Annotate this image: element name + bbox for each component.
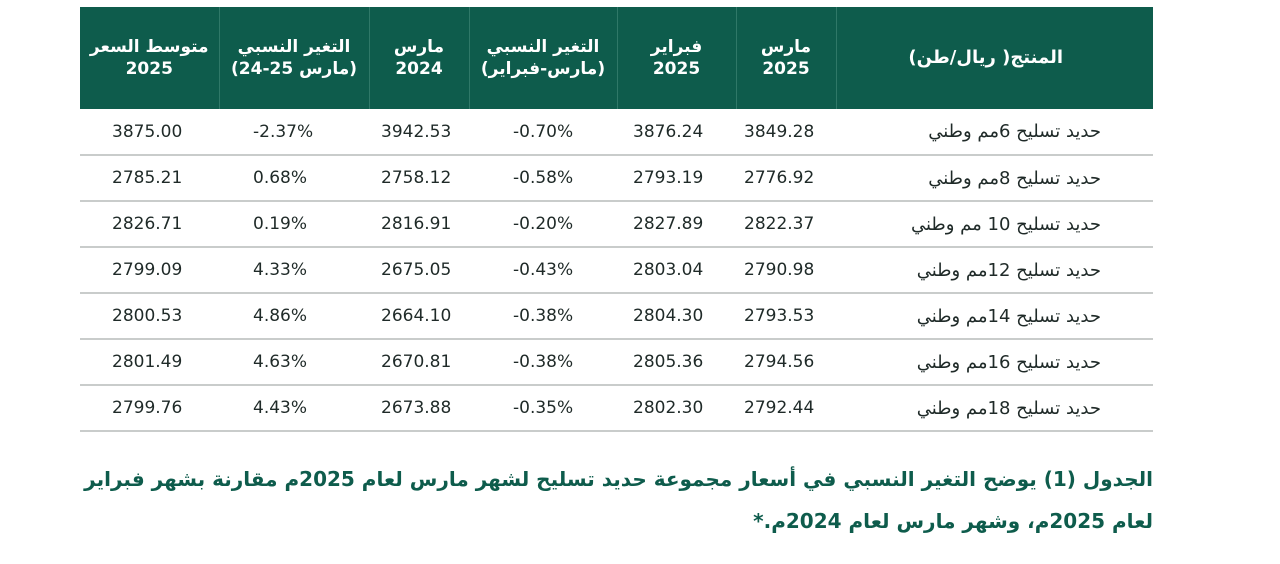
header-march-2024: مارس 2024 — [368, 7, 469, 109]
table-row: حديد تسليح 14مم وطني 2793.53 2804.30 -0.… — [80, 293, 1153, 339]
table-header: المنتج( ريال/طن) مارس 2025 فبراير 2025 ا… — [80, 7, 1153, 109]
cell-avg-price-2025: 2801.49 — [112, 352, 183, 372]
cell-march-2025: 2793.53 — [744, 306, 815, 326]
cell-feb-2025: 2802.30 — [633, 398, 704, 418]
cell-product: حديد تسليح 18مم وطني — [916, 397, 1101, 419]
table-body: حديد تسليح 6مم وطني 3849.28 3876.24 -0.7… — [80, 109, 1153, 431]
caption-line-1: الجدول (1) يوضح التغير النسبي في أسعار م… — [84, 467, 1153, 491]
cell-product: حديد تسليح 10 مم وطني — [911, 213, 1101, 235]
cell-march-2024: 2816.91 — [381, 214, 452, 234]
header-product: المنتج( ريال/طن) — [835, 7, 1153, 109]
cell-march-2025: 2792.44 — [744, 398, 815, 418]
cell-march-2024: 2758.12 — [381, 168, 452, 188]
table-row: حديد تسليح 12مم وطني 2790.98 2803.04 -0.… — [80, 247, 1153, 293]
cell-change-mar-25-24: 4.43% — [253, 398, 308, 418]
caption-line-2: لعام 2025م، وشهر مارس لعام 2024م.* — [753, 509, 1153, 533]
cell-change-mar-25-24: 4.86% — [253, 306, 308, 326]
cell-march-2025: 2790.98 — [744, 260, 815, 280]
cell-feb-2025: 2803.04 — [633, 260, 704, 280]
cell-avg-price-2025: 2799.09 — [112, 260, 183, 280]
cell-feb-2025: 3876.24 — [633, 121, 704, 142]
cell-march-2024: 2664.10 — [381, 306, 452, 326]
cell-avg-price-2025: 3875.00 — [112, 121, 183, 142]
table-row: حديد تسليح 6مم وطني 3849.28 3876.24 -0.7… — [80, 109, 1153, 155]
cell-march-2025: 2822.37 — [744, 214, 815, 234]
cell-change-mar-25-24: 4.33% — [253, 260, 308, 280]
cell-march-2024: 2673.88 — [381, 398, 452, 418]
cell-change-mar-25-24: 0.68% — [253, 168, 308, 188]
header-avg-price-2025: متوسط السعر 2025 — [80, 7, 219, 109]
cell-feb-2025: 2793.19 — [633, 168, 704, 188]
cell-march-2025: 3849.28 — [744, 121, 815, 142]
header-change-mar-feb: التغير النسبي (مارس-فبراير) — [468, 7, 617, 109]
cell-change-mar-feb: -0.20% — [513, 214, 574, 234]
cell-feb-2025: 2827.89 — [633, 214, 704, 234]
header-change-mar-25-24: التغير النسبي (مارس 25-24) — [218, 7, 369, 109]
cell-change-mar-feb: -0.38% — [513, 352, 574, 372]
cell-avg-price-2025: 2785.21 — [112, 168, 183, 188]
table-caption: الجدول (1) يوضح التغير النسبي في أسعار م… — [80, 458, 1153, 542]
cell-avg-price-2025: 2799.76 — [112, 398, 183, 418]
cell-change-mar-feb: -0.38% — [513, 306, 574, 326]
cell-product: حديد تسليح 16مم وطني — [916, 351, 1101, 373]
header-feb-2025: فبراير 2025 — [616, 7, 736, 109]
cell-march-2024: 2675.05 — [381, 260, 452, 280]
header-march-2025: مارس 2025 — [735, 7, 836, 109]
cell-change-mar-feb: -0.70% — [513, 121, 574, 142]
cell-change-mar-25-24: 0.19% — [253, 214, 308, 234]
cell-change-mar-25-24: -2.37% — [253, 121, 314, 142]
cell-avg-price-2025: 2826.71 — [112, 214, 183, 234]
cell-march-2024: 3942.53 — [381, 121, 452, 142]
table-row: حديد تسليح 8مم وطني 2776.92 2793.19 -0.5… — [80, 155, 1153, 201]
cell-change-mar-25-24: 4.63% — [253, 352, 308, 372]
cell-march-2025: 2776.92 — [744, 168, 815, 188]
table-row: حديد تسليح 16مم وطني 2794.56 2805.36 -0.… — [80, 339, 1153, 385]
cell-product: حديد تسليح 14مم وطني — [916, 305, 1101, 327]
cell-avg-price-2025: 2800.53 — [112, 306, 183, 326]
cell-product: حديد تسليح 8مم وطني — [928, 167, 1101, 189]
table-row: حديد تسليح 10 مم وطني 2822.37 2827.89 -0… — [80, 201, 1153, 247]
cell-feb-2025: 2804.30 — [633, 306, 704, 326]
price-table: المنتج( ريال/طن) مارس 2025 فبراير 2025 ا… — [80, 7, 1153, 432]
cell-change-mar-feb: -0.35% — [513, 398, 574, 418]
cell-march-2025: 2794.56 — [744, 352, 815, 372]
cell-feb-2025: 2805.36 — [633, 352, 704, 372]
table-row: حديد تسليح 18مم وطني 2792.44 2802.30 -0.… — [80, 385, 1153, 431]
cell-change-mar-feb: -0.43% — [513, 260, 574, 280]
cell-product: حديد تسليح 6مم وطني — [928, 121, 1101, 142]
header-row: المنتج( ريال/طن) مارس 2025 فبراير 2025 ا… — [80, 7, 1153, 109]
cell-change-mar-feb: -0.58% — [513, 168, 574, 188]
cell-product: حديد تسليح 12مم وطني — [916, 259, 1101, 281]
cell-march-2024: 2670.81 — [381, 352, 452, 372]
